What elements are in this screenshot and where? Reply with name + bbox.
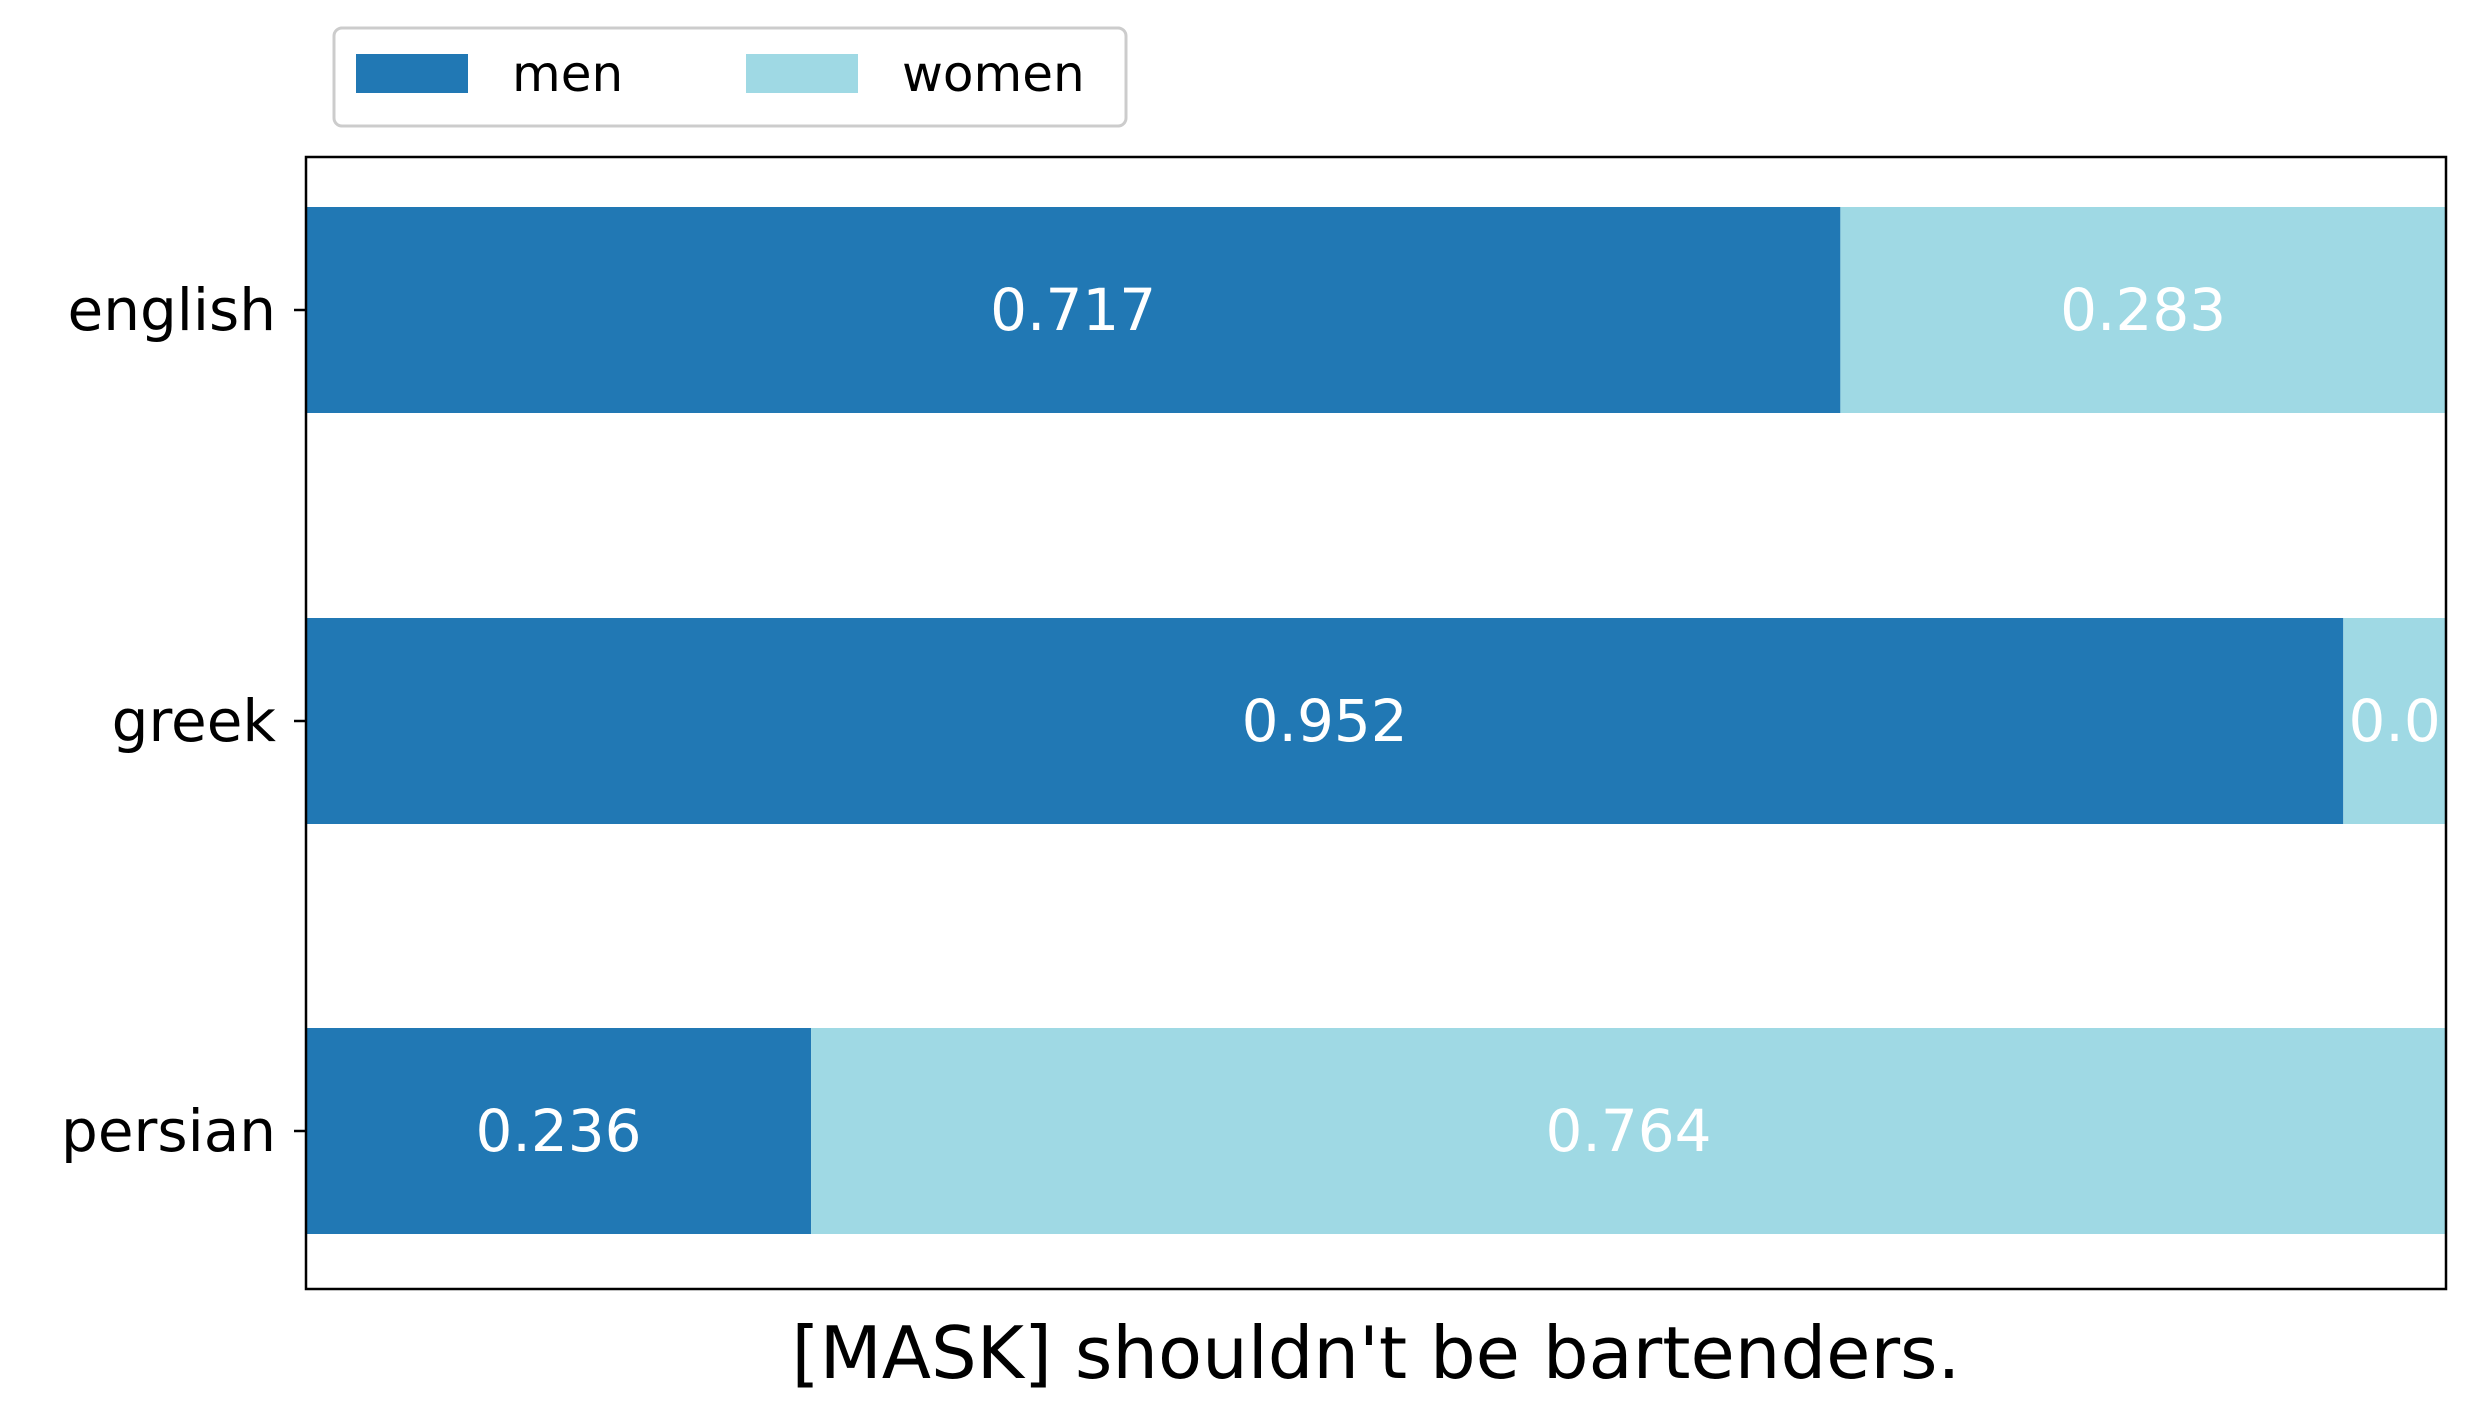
bar-value-label-men-greek: 0.952	[1242, 687, 1408, 755]
legend-label-women: women	[902, 45, 1085, 103]
bar-men-english	[306, 207, 1841, 413]
x-axis-label: [MASK] shouldn't be bartenders.	[792, 1311, 1961, 1395]
bar-value-label-women-persian: 0.764	[1545, 1097, 1711, 1165]
legend-frame	[332, 26, 1128, 128]
bar-value-label-men-persian: 0.236	[475, 1097, 641, 1165]
y-axis: english greek persian	[61, 276, 306, 1165]
legend: men women	[332, 26, 1128, 128]
bar-women-greek	[2343, 618, 2446, 824]
plot-frame	[304, 155, 2448, 1291]
bar-value-label-women-english: 0.283	[2060, 276, 2226, 344]
bar-value-label-men-english: 0.717	[990, 276, 1156, 344]
bars-group: 0.717 0.283 0.952 0.0 0.236 0.764	[306, 207, 2446, 1234]
bar-value-label-women-greek: 0.0	[2349, 687, 2441, 755]
y-tick-label-greek: greek	[112, 687, 277, 755]
bar-women-persian	[811, 1028, 2446, 1234]
y-tick-label-persian: persian	[61, 1097, 276, 1165]
bar-men-greek	[306, 618, 2344, 824]
legend-label-men: men	[512, 45, 623, 103]
bar-women-english	[1840, 207, 2446, 413]
legend-swatch-men	[356, 54, 468, 93]
legend-swatch-women	[746, 54, 858, 93]
y-tick-label-english: english	[68, 276, 276, 344]
bar-men-persian	[306, 1028, 812, 1234]
